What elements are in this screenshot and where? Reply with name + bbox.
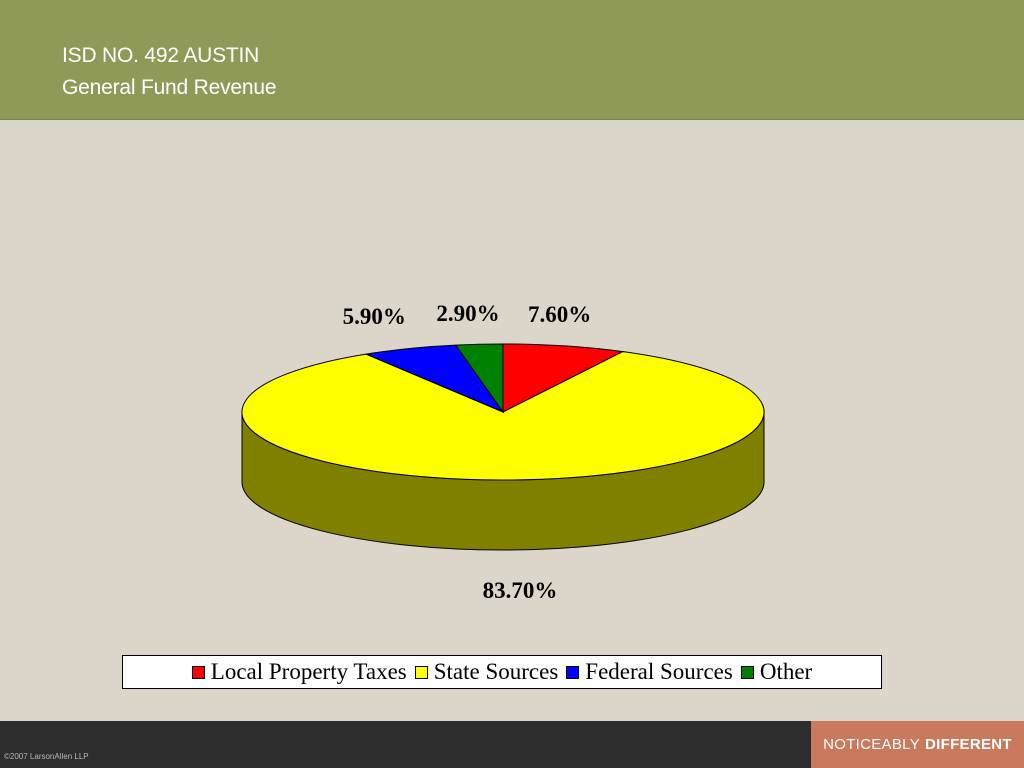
legend-item-other: Other: [740, 659, 813, 685]
pie-labels-group: 7.60% 83.70% 5.90% 2.90%: [343, 301, 592, 603]
data-label-local-property-taxes: 7.60%: [528, 302, 591, 327]
legend-item-federal-sources: Federal Sources: [566, 659, 733, 685]
data-label-state-sources: 83.70%: [483, 578, 558, 603]
legend-label: Federal Sources: [585, 659, 733, 684]
slice-other: [454, 343, 504, 414]
chart-legend: Local Property Taxes State Sources Feder…: [122, 655, 882, 689]
legend-swatch-blue: [566, 665, 580, 679]
legend-swatch-green: [740, 665, 754, 679]
legend-label: Local Property Taxes: [210, 659, 407, 684]
chart-area: 7.60% 83.70% 5.90% 2.90% Local Property Tax…: [0, 120, 1024, 720]
tagline-bold: DIFFERENT: [925, 736, 1012, 753]
pie-chart: 7.60% 83.70% 5.90% 2.90%: [241, 301, 765, 603]
copyright-text: ©2007 LarsonAllen LLP: [4, 752, 89, 761]
header-bar: ISD NO. 492 AUSTIN General Fund Revenue: [0, 0, 1024, 120]
slide-title-line-2: General Fund Revenue: [62, 76, 277, 99]
slide-title-line-1: ISD NO. 492 AUSTIN: [62, 44, 260, 67]
slice-local-property-taxes: [502, 343, 625, 413]
footer-bar: ©2007 LarsonAllen LLP NOTICEABLY DIFFERE…: [0, 721, 1024, 768]
slice-state-sources: [241, 351, 765, 481]
tagline-light: NOTICEABLY: [823, 736, 921, 753]
legend-label: State Sources: [433, 659, 559, 684]
legend-item-local-property-taxes: Local Property Taxes: [191, 659, 407, 685]
data-label-federal-sources: 5.90%: [343, 304, 406, 329]
data-label-other: 2.90%: [436, 301, 499, 326]
legend-item-state-sources: State Sources: [414, 659, 559, 685]
footer-tagline: NOTICEABLY DIFFERENT: [811, 721, 1024, 768]
pie-top-group: [241, 343, 765, 481]
legend-label: Other: [759, 659, 813, 684]
legend-swatch-yellow: [414, 665, 428, 679]
legend-swatch-red: [191, 665, 205, 679]
